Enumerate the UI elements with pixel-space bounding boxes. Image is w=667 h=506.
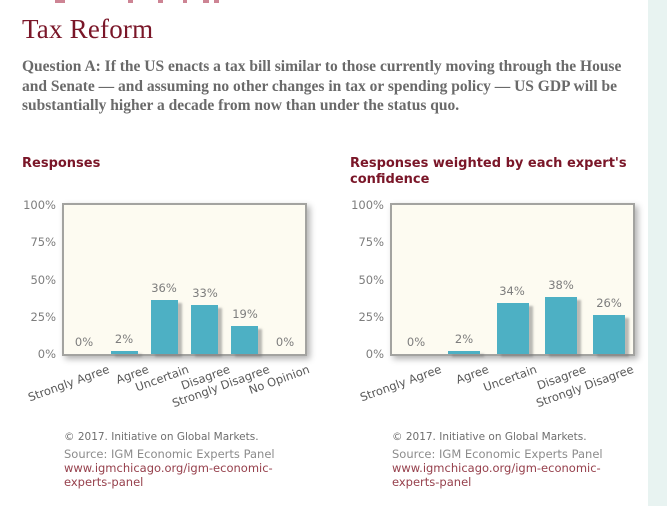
y-tick-label: 25%	[30, 310, 56, 324]
y-axis: 100% 75% 50% 25% 0%	[22, 198, 56, 361]
bar	[545, 297, 577, 354]
bar-value-label: 26%	[596, 296, 622, 310]
clipped-header-fragment	[55, 0, 65, 3]
plot-area: 0% 2% 34% 38% 26%	[390, 203, 635, 356]
bar-value-label: 0%	[74, 335, 94, 349]
bar	[448, 351, 480, 354]
source-text: Source: IGM Economic Experts Panel	[392, 447, 603, 461]
y-tick-label: 25%	[358, 310, 384, 324]
bar-value-label: 38%	[548, 278, 574, 292]
x-axis: Strongly Agree Agree Uncertain Disagree Stro…	[358, 360, 636, 422]
bar-value-label: 2%	[114, 332, 134, 346]
bar-value-label: 19%	[232, 307, 258, 321]
chart-title: Responses weighted by each expert's conf…	[350, 156, 627, 187]
source-text: Source: IGM Economic Experts Panel	[64, 447, 275, 461]
clipped-header-fragment	[214, 0, 219, 3]
x-axis-label: Uncertain	[481, 362, 539, 395]
page-title: Tax Reform	[22, 14, 154, 44]
copyright-text: © 2017. Initiative on Global Markets.	[64, 431, 259, 443]
bar	[231, 326, 258, 354]
source-url-link[interactable]: www.igmchicago.org/igm-economic-experts-…	[64, 461, 273, 489]
clipped-header-fragment	[203, 0, 209, 3]
bar-value-label: 36%	[151, 281, 177, 295]
bar	[191, 305, 218, 354]
bar-value-label: 33%	[192, 286, 218, 300]
bar	[111, 351, 138, 354]
y-tick-label: 100%	[351, 198, 384, 212]
x-axis-label: Strongly Agree	[25, 362, 111, 405]
source-block: Source: IGM Economic Experts Panel www.i…	[64, 447, 316, 489]
chart-responses-weighted: Responses weighted by each expert's conf…	[350, 150, 660, 506]
question-text: Question A: If the US enacts a tax bill …	[22, 58, 622, 114]
y-tick-label: 50%	[30, 273, 56, 287]
bar-value-label: 0%	[275, 335, 295, 349]
bar-value-label: 34%	[499, 284, 525, 298]
clipped-header-fragment	[183, 0, 187, 3]
y-tick-label: 0%	[365, 347, 384, 361]
y-tick-label: 75%	[358, 235, 384, 249]
x-axis-label: Strongly Agree	[357, 362, 443, 405]
clipped-header-fragment	[128, 0, 133, 3]
y-tick-label: 75%	[30, 235, 56, 249]
plot-area: 0% 2% 36% 33% 19% 0%	[62, 203, 307, 356]
bar-value-label: 0%	[406, 335, 426, 349]
y-tick-label: 50%	[358, 273, 384, 287]
bar	[151, 300, 178, 354]
bar	[593, 315, 625, 354]
bar	[497, 303, 529, 354]
copyright-text: © 2017. Initiative on Global Markets.	[392, 431, 587, 443]
y-tick-label: 0%	[37, 347, 56, 361]
bar-value-label: 2%	[454, 332, 474, 346]
source-block: Source: IGM Economic Experts Panel www.i…	[392, 447, 644, 489]
y-axis: 100% 75% 50% 25% 0%	[350, 198, 384, 361]
source-url-link[interactable]: www.igmchicago.org/igm-economic-experts-…	[392, 461, 601, 489]
chart-responses: Responses 100% 75% 50% 25% 0% 0% 2% 36% 33% 19% 0…	[22, 150, 332, 506]
chart-title: Responses	[22, 156, 101, 171]
x-axis: Strongly Agree Agree Uncertain Disagree Stro…	[26, 360, 312, 422]
page-edge-strip	[648, 0, 667, 506]
y-tick-label: 100%	[23, 198, 56, 212]
clipped-header-fragment	[158, 0, 163, 3]
